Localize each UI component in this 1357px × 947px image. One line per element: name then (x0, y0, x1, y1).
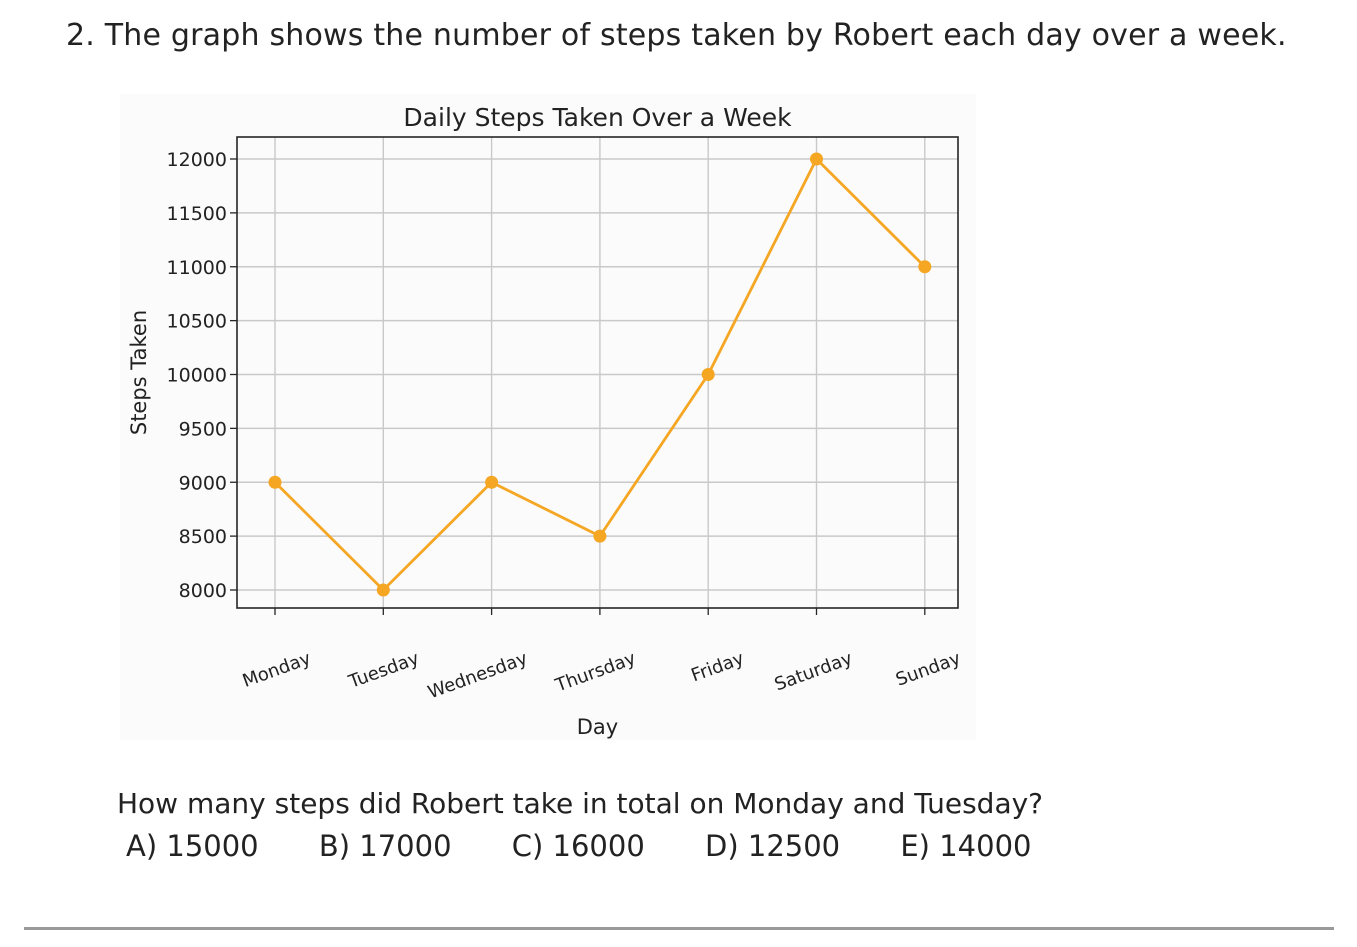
data-point (810, 152, 823, 166)
data-point (918, 260, 932, 274)
x-axis-label: Day (577, 715, 618, 739)
y-tick-label: 10000 (167, 365, 227, 387)
data-point (701, 368, 715, 381)
choice-a[interactable]: A) 15000 (126, 829, 259, 863)
y-tick-label: 8500 (179, 526, 227, 548)
chart-title: Daily Steps Taken Over a Week (403, 103, 792, 132)
question-prompt: How many steps did Robert take in total … (117, 787, 1044, 820)
y-tick-label: 10500 (167, 311, 227, 333)
y-tick-label: 9500 (179, 418, 227, 440)
data-point (593, 529, 607, 543)
line-chart: Daily Steps Taken Over a Week 8000 8500 900… (120, 94, 976, 740)
data-point (485, 475, 499, 489)
answer-choices: A) 15000 B) 17000 C) 16000 D) 12500 E) 1… (126, 829, 1082, 863)
x-tick-label: Sunday (893, 648, 964, 691)
question-title: 2. The graph shows the number of steps t… (66, 18, 1287, 53)
data-point (268, 475, 282, 489)
x-tick-label: Saturday (772, 648, 856, 696)
y-axis-label: Steps Taken (127, 310, 151, 435)
choice-c[interactable]: C) 16000 (511, 829, 645, 863)
choice-d[interactable]: D) 12500 (705, 829, 841, 863)
x-tick-label: Wednesday (425, 648, 530, 703)
x-tick-label: Monday (240, 648, 314, 692)
x-tick-label: Tuesday (345, 648, 422, 693)
chart-svg: Daily Steps Taken Over a Week 8000 8500 900… (127, 103, 964, 739)
choice-b[interactable]: B) 17000 (318, 829, 452, 863)
plot-frame (236, 136, 959, 609)
x-tick-label: Thursday (552, 648, 639, 697)
choice-e[interactable]: E) 14000 (900, 829, 1032, 863)
data-point (376, 583, 390, 597)
y-tick-label: 11500 (167, 203, 227, 225)
y-tick-label: 9000 (179, 472, 227, 494)
x-tick-label: Friday (688, 648, 747, 687)
y-tick-label: 12000 (167, 149, 227, 171)
y-tick-label: 11000 (167, 257, 227, 279)
y-tick-label: 8000 (179, 580, 227, 602)
bottom-divider (24, 927, 1334, 930)
